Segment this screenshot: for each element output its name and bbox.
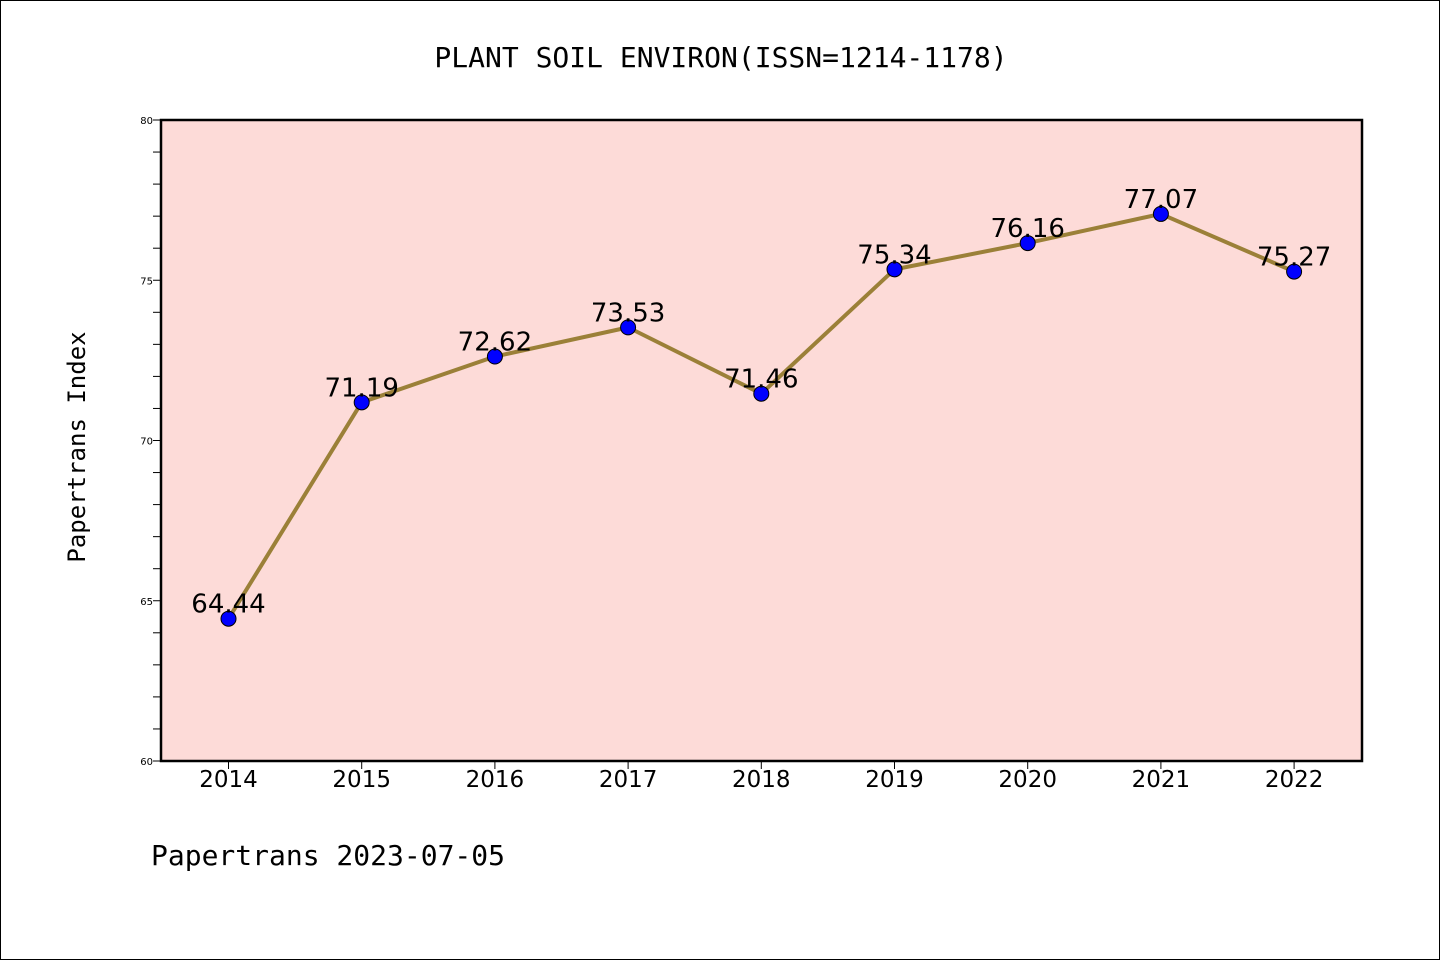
x-tick-label: 2017: [599, 767, 658, 793]
data-point: [1152, 205, 1169, 222]
data-label: 72.62: [458, 328, 532, 358]
data-point: [486, 348, 503, 365]
y-tick-label: 75: [140, 276, 153, 287]
x-tick-label: 2022: [1265, 767, 1324, 793]
footer-credit: Papertrans 2023-07-05: [151, 839, 505, 872]
data-label: 71.46: [724, 365, 798, 395]
x-tick-label: 2016: [466, 767, 525, 793]
data-point: [1286, 263, 1303, 280]
data-label: 71.19: [324, 373, 398, 403]
y-tick-label: 60: [140, 757, 153, 768]
x-tick-label: 2020: [998, 767, 1057, 793]
data-label: 73.53: [591, 298, 665, 328]
x-tick-label: 2018: [732, 767, 791, 793]
data-point: [353, 394, 370, 411]
data-label: 76.16: [990, 214, 1064, 244]
y-tick-label: 80: [140, 116, 153, 127]
data-label: 75.34: [857, 240, 931, 270]
x-tick-label: 2014: [199, 767, 258, 793]
data-point: [220, 610, 237, 627]
x-tick-label: 2015: [332, 767, 391, 793]
plot-border: [159, 118, 1364, 763]
data-point: [886, 261, 903, 278]
y-axis-label: Papertrans Index: [63, 331, 91, 562]
data-point: [620, 319, 637, 336]
y-tick-label: 70: [140, 437, 153, 448]
y-tick-label: 65: [140, 597, 153, 608]
x-tick-label: 2019: [865, 767, 924, 793]
chart-title: PLANT SOIL ENVIRON(ISSN=1214-1178): [434, 41, 1007, 74]
plot-area: [161, 120, 1362, 761]
data-label: 64.44: [191, 590, 265, 620]
data-point: [1019, 235, 1036, 252]
chart-marks: 60 65 70 75 80 2014 2015 2016 2017 2018 2019 2020 20…: [140, 116, 1331, 793]
data-point: [753, 385, 770, 402]
x-tick-label: 2021: [1132, 767, 1191, 793]
data-label: 75.27: [1257, 243, 1331, 273]
data-label: 77.07: [1124, 185, 1198, 215]
